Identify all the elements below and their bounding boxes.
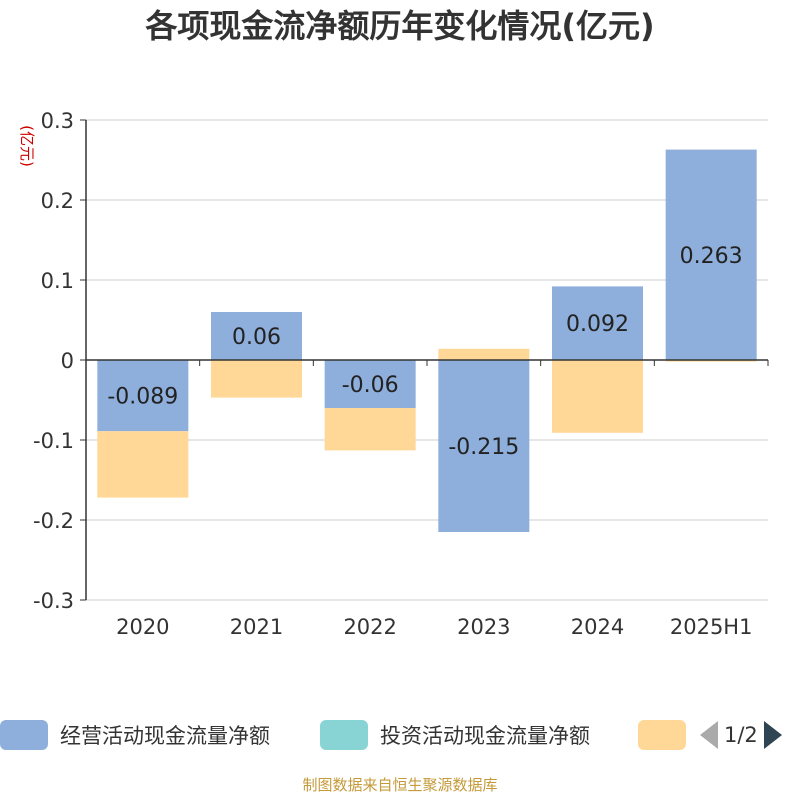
pager-prev-icon[interactable] — [700, 721, 718, 749]
y-tick-label: 0.1 — [41, 269, 74, 293]
x-tick-label: 2023 — [457, 615, 510, 639]
y-axis-label: (亿元) — [18, 125, 36, 167]
y-tick-label: -0.1 — [33, 429, 74, 453]
x-tick-label: 2020 — [116, 615, 169, 639]
source-note: 制图数据来自恒生聚源数据库 — [302, 776, 498, 794]
bar-series1-2023 — [438, 348, 530, 360]
bar-series0-2025H1 — [665, 149, 757, 360]
y-tick-label: 0.2 — [41, 189, 74, 213]
bar-series1-2022 — [324, 408, 416, 451]
bar-series1-2025H1 — [665, 360, 757, 362]
legend-swatch-operating — [0, 720, 48, 750]
x-tick-label: 2022 — [343, 615, 396, 639]
y-tick-label: 0.3 — [41, 109, 74, 133]
x-tick-label: 2025H1 — [670, 615, 753, 639]
bar-series0-2021 — [211, 312, 302, 360]
bars — [97, 149, 757, 532]
y-tick-label: 0 — [61, 349, 74, 373]
legend-swatch-third — [638, 720, 686, 750]
bar-series1-2020 — [97, 431, 189, 498]
data-label: 0.092 — [566, 312, 629, 337]
pager-next-icon[interactable] — [763, 721, 782, 749]
legend-item-operating[interactable]: 经营活动现金流量净额 — [0, 718, 270, 752]
bar-series0-2023 — [438, 360, 530, 532]
legend-label-investing: 投资活动现金流量净额 — [380, 724, 590, 748]
x-tick-label: 2021 — [230, 615, 283, 639]
bar-series0-2022 — [324, 360, 416, 408]
data-label: 0.263 — [680, 244, 743, 269]
bar-series1-2024 — [552, 360, 643, 433]
legend-label-operating: 经营活动现金流量净额 — [60, 724, 270, 748]
bar-series0-2024 — [552, 286, 643, 360]
y-tick-label: -0.3 — [33, 589, 74, 613]
gridlines — [86, 119, 768, 601]
legend-item-third[interactable] — [638, 718, 686, 752]
data-labels: -0.089 0.06 -0.06 -0.215 0.092 0.263 — [107, 244, 742, 460]
data-label: 0.06 — [232, 325, 281, 350]
data-label: -0.089 — [107, 385, 178, 410]
legend-item-investing[interactable]: 投资活动现金流量净额 — [320, 718, 590, 752]
pager-page-indicator: 1/2 — [724, 723, 758, 747]
bar-series1-2021 — [211, 360, 302, 398]
x-tick-label: 2024 — [571, 615, 624, 639]
chart-title: 各项现金流净额历年变化情况(亿元) — [145, 7, 655, 45]
data-label: -0.215 — [448, 435, 519, 460]
legend-swatch-investing — [320, 720, 368, 750]
axes: 0.3 0.2 0.1 0 -0.1 -0.2 -0.3 2020 2021 2022 2023 20… — [33, 109, 769, 639]
bar-series0-2020 — [97, 360, 189, 432]
legend-pager: 1/2 — [700, 718, 782, 752]
y-tick-label: -0.2 — [33, 509, 74, 533]
data-label: -0.06 — [342, 373, 399, 398]
